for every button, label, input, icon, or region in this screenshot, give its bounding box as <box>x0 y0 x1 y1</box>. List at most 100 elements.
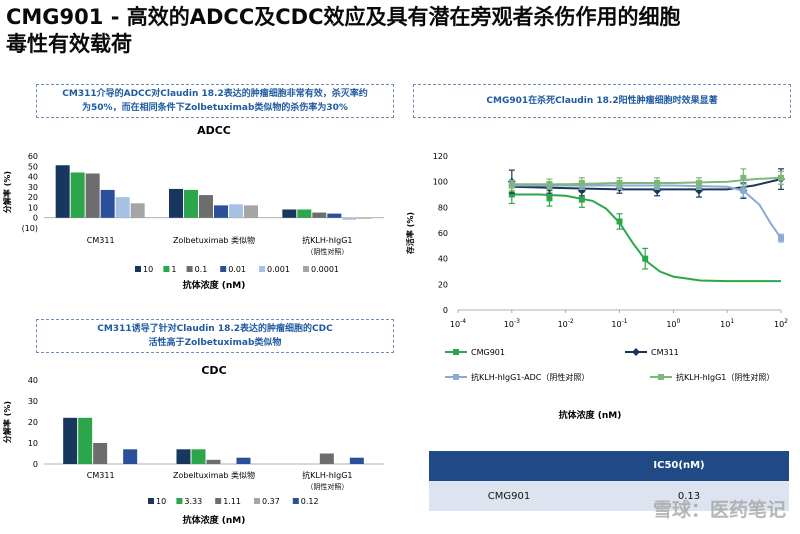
y-tick-label: 50 <box>28 162 38 171</box>
legend-swatch <box>148 498 154 504</box>
legend-swatch <box>163 266 170 272</box>
adcc-note-box: CM311介导的ADCC对Claudin 18.2表达的肿瘤细胞非常有效，杀灭率… <box>36 84 394 118</box>
category-sublabel: （阴性对照） <box>306 247 348 256</box>
legend-swatch <box>135 266 141 272</box>
x-axis-label: 抗体浓度 (nM) <box>183 514 246 526</box>
table-row: CMG901 0.13 <box>429 481 789 511</box>
bar <box>312 212 327 218</box>
category-label: Zolbetuximab 类似物 <box>173 235 255 245</box>
series-line <box>511 176 782 186</box>
data-point <box>578 179 585 186</box>
y-tick-label: (10) <box>22 224 38 233</box>
bar <box>319 453 334 464</box>
bar <box>357 217 372 219</box>
y-tick-label: 60 <box>438 229 448 238</box>
data-point <box>778 174 784 181</box>
data-point <box>778 235 784 242</box>
data-point <box>740 187 747 194</box>
x-tick-label: 101 <box>720 318 734 329</box>
ic50-table-header: IC50(nM) <box>429 451 789 481</box>
bar <box>123 449 138 464</box>
x-tick-label: 10-2 <box>558 318 574 329</box>
x-axis-label: 抗体浓度 (nM) <box>559 409 622 421</box>
legend-swatch <box>215 498 222 504</box>
data-point <box>508 182 515 189</box>
viability-chart: 0 20 40 60 80 100 120 10-4 10-3 10-2 10-1 100 101 102… <box>405 152 788 421</box>
bar <box>169 188 183 218</box>
legend-label: 1.11 <box>223 497 241 506</box>
bar <box>327 213 342 218</box>
data-point <box>642 255 649 262</box>
y-tick-label: 60 <box>28 152 38 161</box>
bar <box>214 205 228 218</box>
cdc-chart: CDC 40 30 20 10 0 分解率 (%) CM311 Zobeltuximab 类似物… <box>2 364 384 526</box>
legend-label: CM311 <box>651 348 679 357</box>
x-tick-label: 10-1 <box>611 318 627 329</box>
y-tick-label: 0 <box>443 306 448 315</box>
legend-label: 0.12 <box>301 497 319 506</box>
ic50-table: IC50(nM) CMG901 0.13 <box>429 451 789 511</box>
legend-swatch <box>292 498 299 504</box>
y-axis-label: 分解率 (%) <box>2 401 12 443</box>
bar <box>78 417 93 464</box>
data-point <box>740 174 747 181</box>
legend-label: 10 <box>143 265 153 274</box>
legend-label: 0.1 <box>195 265 208 274</box>
chart-title: ADCC <box>197 124 231 137</box>
y-tick-label: 20 <box>28 418 38 427</box>
bar <box>229 204 243 218</box>
bar <box>297 209 312 218</box>
legend-marker <box>632 348 640 356</box>
y-tick-label: 0 <box>33 460 38 469</box>
bar <box>115 197 130 218</box>
x-tick-label: 102 <box>774 318 788 329</box>
legend-label: 抗KLH-hIgG1-ADC（阴性对照） <box>471 372 589 382</box>
legend-label: 0.001 <box>267 265 290 274</box>
category-label: Zobeltuximab 类似物 <box>173 470 255 480</box>
y-tick-label: 30 <box>28 397 38 406</box>
data-point <box>508 191 515 198</box>
x-tick-label: 100 <box>666 318 680 329</box>
y-axis-label: 存活率 (%) <box>405 212 415 255</box>
data-point <box>695 186 704 195</box>
legend-swatch <box>176 498 183 504</box>
category-label: CM311 <box>87 471 115 480</box>
y-tick-label: 80 <box>438 203 448 212</box>
cdc-note-box: CM311诱导了针对Claudin 18.2表达的肿瘤细胞的CDC 活性高于Zo… <box>36 319 394 353</box>
series-line <box>511 178 782 191</box>
chart-title: CDC <box>201 364 226 377</box>
y-tick-label: 10 <box>28 203 38 212</box>
legend-swatch <box>254 498 260 504</box>
legend-swatch <box>186 266 193 272</box>
legend-label: 抗KLH-hIgG1（阴性对照） <box>676 372 774 382</box>
ic50-row-name: CMG901 <box>487 490 531 502</box>
bar <box>85 173 100 218</box>
bar <box>282 209 297 218</box>
cmg901-note-box: CMG901在杀死Claudin 18.2阳性肿瘤细胞时效果显著 <box>413 84 791 118</box>
y-tick-label: 100 <box>433 178 448 187</box>
bar <box>130 203 145 218</box>
y-tick-label: 10 <box>28 439 38 448</box>
x-axis-label: 抗体浓度 (nM) <box>183 279 246 291</box>
bar <box>70 172 85 218</box>
legend-swatch <box>259 266 265 272</box>
data-point <box>654 179 661 186</box>
x-tick-label: 10-4 <box>450 318 466 329</box>
bar <box>100 189 115 218</box>
bar <box>199 195 213 218</box>
legend-marker <box>453 349 459 355</box>
legend-label: 10 <box>156 497 166 506</box>
data-point <box>546 181 553 188</box>
watermark: 雪球：医药笔记 <box>652 499 786 521</box>
page-title-line1: CMG901 - 高效的ADCC及CDC效应及具有潜在旁观者杀伤作用的细胞 <box>6 5 681 29</box>
data-point <box>578 196 585 203</box>
y-tick-label: 120 <box>433 152 448 161</box>
legend-label: 3.33 <box>184 497 202 506</box>
ic50-header-label: IC50(nM) <box>653 460 705 471</box>
bar <box>206 459 221 464</box>
category-label: 抗KLH-hIgG1 <box>302 235 352 245</box>
x-tick-label: 10-3 <box>504 318 520 329</box>
bar <box>349 457 364 464</box>
legend-marker <box>658 374 664 380</box>
